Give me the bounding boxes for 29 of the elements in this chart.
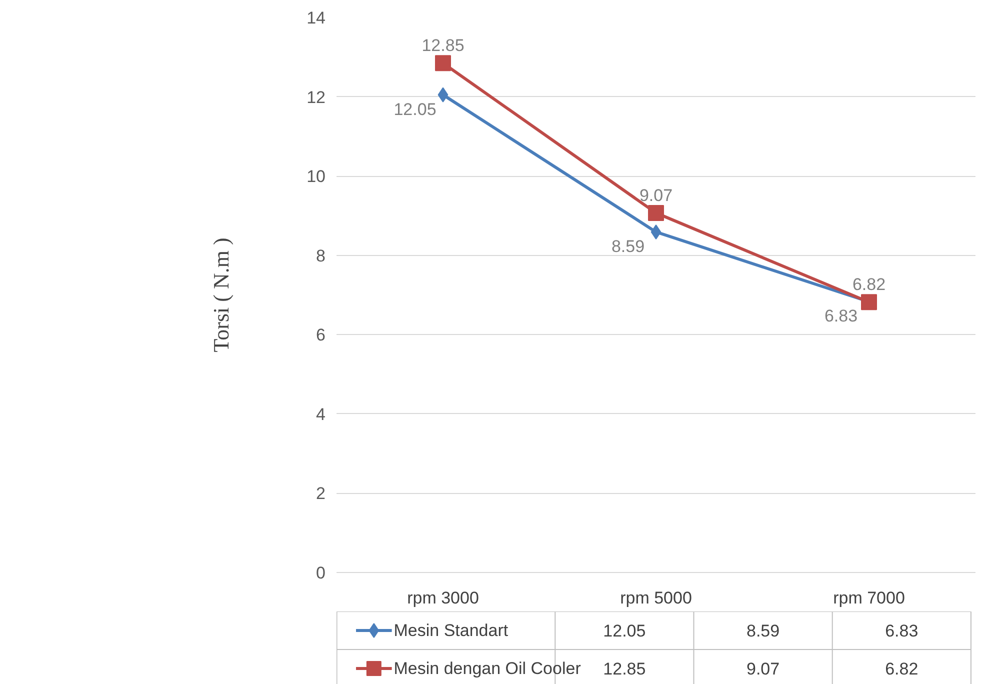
y-tick-label: 2 [316,484,326,504]
y-tick-label: 14 [306,8,326,28]
data-label: 9.07 [639,186,673,205]
y-axis-title: Torsi ( N.m ) [208,238,234,352]
y-tick-label: 0 [316,564,326,582]
y-tick-label: 6 [316,326,326,345]
x-tick-label: rpm 5000 [620,588,692,608]
y-tick-label: 8 [316,246,326,266]
data-label: 6.83 [824,306,858,326]
text: 12.85 [603,660,646,678]
text: 9.07 [746,660,780,678]
point [648,204,664,221]
y-tick-label: 4 [316,404,326,424]
text: 12.05 [603,622,646,640]
text: 6.83 [885,622,918,640]
point [435,55,451,72]
y-tick-label: 12 [306,88,326,107]
x-tick-label: rpm 3000 [407,588,479,608]
point [861,294,877,310]
data-label: 12.05 [394,100,436,119]
data-label: 12.85 [422,36,464,56]
x-tick-label: rpm 7000 [833,588,905,608]
text: 6.82 [885,660,918,678]
data-label: 6.82 [852,275,886,294]
data-label: 8.59 [611,236,645,256]
y-tick-label: 10 [306,167,326,186]
text: 8.59 [746,622,780,640]
legend-label: Mesin Standart [394,621,508,640]
legend-label: Mesin dengan Oil Cooler [394,659,582,678]
